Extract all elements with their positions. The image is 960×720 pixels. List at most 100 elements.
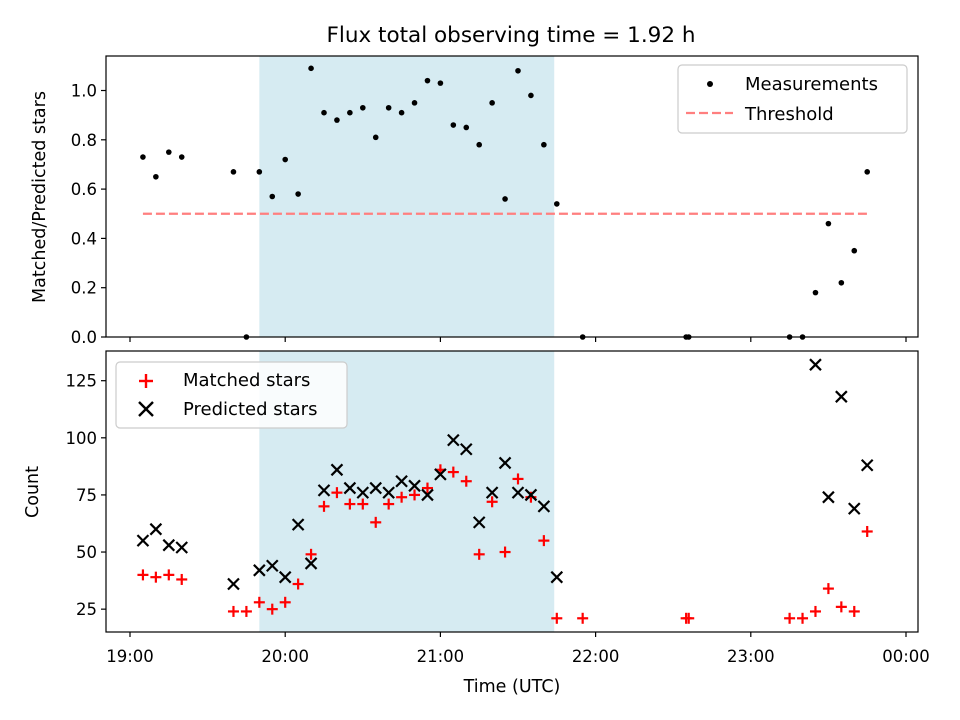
bottom-x-tick-label: 23:00	[727, 647, 775, 666]
legend-matched-label: Matched stars	[183, 370, 310, 391]
bottom-y-ticks: 25 50 75 100 125	[66, 372, 106, 619]
measurement-point	[463, 124, 470, 131]
measurement-point	[385, 104, 392, 111]
top-y-tick-label: 0.2	[71, 279, 97, 298]
predicted-star-point	[447, 433, 460, 447]
matched-star-point	[512, 473, 524, 485]
matched-star-point	[409, 489, 421, 501]
measurement-point	[838, 279, 845, 286]
matched-star-point	[292, 578, 304, 590]
measurement-point	[166, 149, 172, 155]
measurement-point	[178, 154, 185, 160]
predicted-star-point	[421, 488, 434, 502]
measurement-point	[282, 156, 289, 163]
measurement-point	[308, 65, 314, 72]
bottom-x-axis-label: Time (UTC)	[463, 677, 561, 697]
matched-star-point	[683, 612, 695, 624]
predicted-star-point	[278, 570, 292, 584]
bottom-x-tick-label: 21:00	[417, 647, 465, 666]
top-y-tick-label: 0.0	[71, 328, 97, 347]
matched-star-point	[331, 487, 343, 499]
predicted-star-point	[291, 518, 305, 531]
matched-star-point	[447, 466, 459, 478]
top-panel: 0.0 0.2 0.4 0.6 0.8 1.0 Matched/Predicted sta…	[30, 55, 919, 347]
top-x-ticks	[129, 337, 907, 342]
predicted-star-point	[860, 458, 874, 472]
measurement-point	[334, 117, 340, 123]
matched-star-point	[577, 612, 589, 624]
measurement-point	[812, 289, 819, 296]
top-y-tick-label: 0.4	[71, 229, 97, 248]
measurement-point	[398, 109, 405, 116]
predicted-star-point	[835, 390, 848, 403]
predicted-star-point	[809, 358, 822, 371]
top-y-ticks: 0.0 0.2 0.4 0.6 0.8 1.0	[71, 82, 106, 347]
predicted-star-point	[847, 502, 861, 515]
legend-measurements-label: Measurements	[745, 74, 878, 95]
predicted-star-point	[253, 564, 266, 577]
predicted-star-point	[511, 486, 525, 499]
predicted-star-point	[524, 488, 538, 502]
bottom-panel: 25 50 75 100 125 19:00 20:00 21:00 22:00 23:00 00…	[23, 350, 930, 697]
matched-star-point	[240, 605, 252, 617]
measurement-point	[437, 80, 444, 86]
legend-measurements-marker	[707, 81, 713, 87]
predicted-star-point	[265, 559, 279, 573]
top-legend-box	[677, 64, 908, 134]
predicted-star-point	[537, 500, 551, 513]
predicted-star-point	[369, 481, 383, 495]
bottom-matched-points	[137, 464, 873, 624]
measurement-point	[321, 109, 327, 116]
bottom-x-tick-label: 20:00	[261, 647, 309, 666]
measurement-point	[541, 141, 547, 148]
measurement-point	[140, 154, 146, 160]
measurement-point	[502, 196, 508, 202]
measurement-point	[424, 77, 431, 84]
matched-star-point	[486, 496, 498, 508]
matched-star-point	[396, 491, 408, 503]
bottom-y-tick-label: 125	[66, 372, 98, 391]
legend-threshold-label: Threshold	[744, 104, 834, 125]
predicted-star-point	[162, 538, 176, 552]
predicted-star-point	[175, 541, 189, 554]
bottom-x-tick-label: 00:00	[882, 647, 930, 666]
legend-predicted-label: Predicted stars	[183, 399, 317, 420]
matched-star-point	[421, 482, 433, 494]
matched-star-point	[150, 571, 162, 583]
matched-star-point	[551, 612, 563, 624]
predicted-star-point	[149, 522, 163, 536]
predicted-star-point	[136, 534, 150, 547]
measurement-point	[360, 104, 366, 111]
measurement-point	[489, 100, 495, 106]
measurement-point	[476, 141, 483, 148]
matched-star-point	[370, 516, 382, 528]
bottom-y-tick-label: 50	[76, 543, 97, 562]
top-y-tick-label: 1.0	[71, 82, 97, 101]
predicted-star-point	[304, 557, 318, 570]
matched-star-point	[835, 601, 847, 613]
measurement-point	[515, 67, 521, 74]
predicted-star-point	[356, 486, 370, 499]
legend-predicted-marker	[138, 401, 154, 417]
measurement-point	[825, 220, 832, 227]
predicted-star-point	[330, 463, 344, 477]
matched-star-point	[499, 546, 511, 558]
bottom-y-tick-label: 100	[66, 429, 98, 448]
matched-star-point	[538, 535, 550, 547]
matched-star-point	[227, 605, 239, 617]
measurement-point	[411, 100, 418, 106]
measurement-point	[347, 109, 353, 116]
predicted-star-point	[459, 442, 473, 456]
matched-star-point	[797, 612, 809, 624]
predicted-star-point	[408, 479, 421, 493]
matched-star-point	[357, 498, 369, 510]
measurement-point	[256, 169, 263, 175]
measurement-point	[372, 134, 379, 141]
measurement-point	[864, 169, 870, 175]
top-shaded-interval	[259, 56, 555, 337]
bottom-legend-box	[115, 361, 348, 429]
predicted-star-point	[434, 468, 447, 481]
predicted-star-point	[317, 484, 331, 497]
measurement-point	[554, 201, 560, 207]
